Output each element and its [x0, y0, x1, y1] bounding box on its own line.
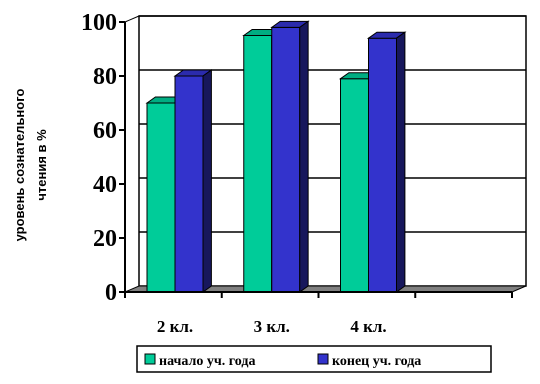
y-axis-label-line-1: уровень сознательного — [12, 89, 27, 242]
bar-side — [202, 69, 212, 293]
bar-front — [174, 75, 204, 293]
side-wall-top-edge — [124, 15, 140, 23]
bar-front — [368, 37, 397, 293]
x-tick-label: 4 кл. — [350, 317, 386, 336]
axis-layer: 2 кл. 3 кл. 4 кл. 0 20 40 60 80 100 — [81, 10, 513, 336]
legend-label-end: конец уч. года — [332, 354, 421, 369]
y-tick-label: 60 — [93, 118, 117, 144]
y-tick-label: 40 — [93, 172, 117, 198]
x-tick-label: 2 кл. — [157, 317, 193, 336]
bars-layer — [145, 20, 407, 293]
x-tick-label: 3 кл. — [254, 317, 290, 336]
y-tick-label: 0 — [105, 280, 117, 306]
y-tick-label: 20 — [93, 226, 117, 252]
legend-box — [136, 345, 492, 373]
bar-front — [340, 78, 369, 293]
y-axis-label-line-2: чтения в % — [34, 129, 49, 201]
legend-swatch-end — [317, 353, 329, 365]
bar-side — [299, 20, 309, 293]
y-axis-label: уровень сознательного чтения в % — [12, 89, 49, 242]
legend-label-start: начало уч. года — [159, 354, 255, 369]
y-tick-label: 100 — [81, 10, 117, 36]
bar-front — [243, 35, 273, 293]
legend: начало уч. года конец уч. года — [136, 345, 492, 373]
y-tick-label: 80 — [93, 64, 117, 90]
legend-swatch-start — [144, 353, 156, 365]
bar-front — [146, 102, 176, 293]
bar-side — [396, 31, 406, 293]
bar-front — [271, 26, 301, 293]
